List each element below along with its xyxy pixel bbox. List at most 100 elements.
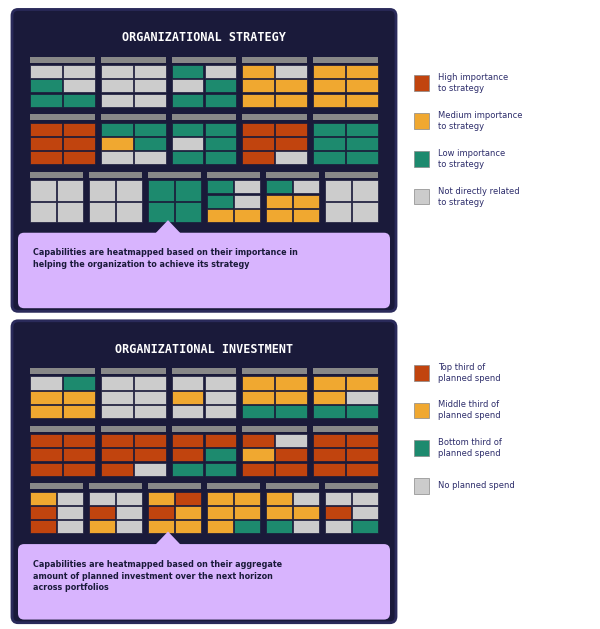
Text: Medium importance
to strategy: Medium importance to strategy [438, 111, 523, 131]
FancyBboxPatch shape [414, 189, 429, 204]
Polygon shape [150, 220, 186, 239]
FancyBboxPatch shape [30, 172, 83, 178]
FancyBboxPatch shape [101, 65, 133, 78]
FancyBboxPatch shape [57, 202, 83, 222]
FancyBboxPatch shape [293, 209, 319, 222]
FancyBboxPatch shape [172, 114, 236, 120]
FancyBboxPatch shape [134, 137, 166, 150]
FancyBboxPatch shape [134, 65, 166, 78]
FancyBboxPatch shape [325, 492, 351, 505]
FancyBboxPatch shape [30, 520, 56, 533]
FancyBboxPatch shape [266, 172, 319, 178]
FancyBboxPatch shape [234, 195, 260, 208]
FancyBboxPatch shape [172, 426, 236, 431]
FancyBboxPatch shape [313, 463, 345, 476]
FancyBboxPatch shape [313, 448, 345, 462]
FancyBboxPatch shape [242, 152, 274, 164]
FancyBboxPatch shape [313, 94, 345, 107]
FancyBboxPatch shape [352, 520, 378, 533]
FancyBboxPatch shape [242, 114, 307, 120]
FancyBboxPatch shape [242, 79, 274, 92]
FancyBboxPatch shape [30, 448, 62, 462]
FancyBboxPatch shape [205, 434, 236, 447]
FancyBboxPatch shape [134, 448, 166, 462]
FancyBboxPatch shape [346, 79, 378, 92]
FancyBboxPatch shape [346, 405, 378, 418]
FancyBboxPatch shape [205, 377, 236, 389]
FancyBboxPatch shape [275, 434, 307, 447]
FancyBboxPatch shape [242, 65, 274, 78]
Text: Not directly related
to strategy: Not directly related to strategy [438, 187, 520, 206]
FancyBboxPatch shape [89, 520, 115, 533]
FancyBboxPatch shape [101, 434, 133, 447]
FancyBboxPatch shape [242, 405, 274, 418]
FancyBboxPatch shape [346, 152, 378, 164]
FancyBboxPatch shape [172, 463, 203, 476]
FancyBboxPatch shape [134, 463, 166, 476]
FancyBboxPatch shape [30, 79, 62, 92]
Polygon shape [150, 532, 186, 550]
FancyBboxPatch shape [205, 463, 236, 476]
FancyBboxPatch shape [172, 94, 203, 107]
FancyBboxPatch shape [148, 172, 201, 178]
FancyBboxPatch shape [325, 181, 351, 201]
Text: Middle third of
planned spend: Middle third of planned spend [438, 401, 500, 420]
FancyBboxPatch shape [266, 483, 319, 489]
FancyBboxPatch shape [101, 152, 133, 164]
FancyBboxPatch shape [325, 506, 351, 519]
Text: Bottom third of
planned spend: Bottom third of planned spend [438, 438, 502, 458]
FancyBboxPatch shape [63, 405, 95, 418]
FancyBboxPatch shape [242, 391, 274, 404]
FancyBboxPatch shape [30, 202, 56, 222]
FancyBboxPatch shape [414, 478, 429, 494]
FancyBboxPatch shape [101, 463, 133, 476]
FancyBboxPatch shape [172, 152, 203, 164]
FancyBboxPatch shape [89, 181, 115, 201]
FancyBboxPatch shape [313, 57, 378, 63]
FancyBboxPatch shape [414, 113, 429, 129]
Text: Low importance
to strategy: Low importance to strategy [438, 149, 505, 169]
FancyBboxPatch shape [172, 448, 203, 462]
FancyBboxPatch shape [346, 434, 378, 447]
FancyBboxPatch shape [134, 79, 166, 92]
FancyBboxPatch shape [30, 368, 95, 374]
FancyBboxPatch shape [293, 506, 319, 519]
FancyBboxPatch shape [63, 391, 95, 404]
FancyBboxPatch shape [89, 483, 142, 489]
FancyBboxPatch shape [234, 520, 260, 533]
FancyBboxPatch shape [242, 137, 274, 150]
FancyBboxPatch shape [205, 152, 236, 164]
FancyBboxPatch shape [30, 405, 62, 418]
FancyBboxPatch shape [205, 65, 236, 78]
FancyBboxPatch shape [101, 123, 133, 136]
FancyBboxPatch shape [207, 492, 233, 505]
FancyBboxPatch shape [275, 463, 307, 476]
FancyBboxPatch shape [313, 152, 345, 164]
FancyBboxPatch shape [266, 492, 292, 505]
FancyBboxPatch shape [242, 448, 274, 462]
FancyBboxPatch shape [313, 137, 345, 150]
Text: ORGANIZATIONAL STRATEGY: ORGANIZATIONAL STRATEGY [122, 31, 286, 45]
FancyBboxPatch shape [242, 94, 274, 107]
FancyBboxPatch shape [352, 492, 378, 505]
FancyBboxPatch shape [172, 368, 236, 374]
FancyBboxPatch shape [63, 448, 95, 462]
FancyBboxPatch shape [313, 114, 378, 120]
FancyBboxPatch shape [414, 440, 429, 456]
FancyBboxPatch shape [89, 492, 115, 505]
FancyBboxPatch shape [205, 448, 236, 462]
FancyBboxPatch shape [101, 426, 166, 431]
FancyBboxPatch shape [313, 79, 345, 92]
FancyBboxPatch shape [207, 172, 260, 178]
Text: No planned spend: No planned spend [438, 481, 515, 491]
FancyBboxPatch shape [205, 405, 236, 418]
FancyBboxPatch shape [275, 448, 307, 462]
FancyBboxPatch shape [266, 506, 292, 519]
FancyBboxPatch shape [414, 75, 429, 91]
FancyBboxPatch shape [116, 202, 142, 222]
FancyBboxPatch shape [313, 405, 345, 418]
Text: Capabilities are heatmapped based on their aggregate
amount of planned investmen: Capabilities are heatmapped based on the… [33, 560, 282, 593]
FancyBboxPatch shape [275, 377, 307, 389]
FancyBboxPatch shape [172, 377, 203, 389]
FancyBboxPatch shape [30, 506, 56, 519]
